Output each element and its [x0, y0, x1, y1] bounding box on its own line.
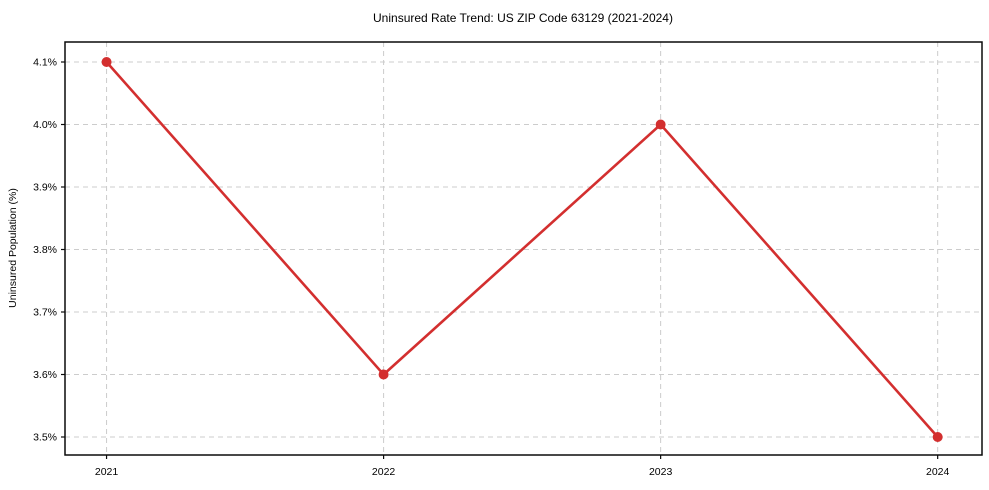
x-tick-labels: 2021 2022 2023 2024	[95, 466, 950, 478]
x-tick-label: 2023	[649, 466, 673, 478]
y-tick-label: 3.8%	[33, 244, 57, 256]
x-tick-label: 2024	[926, 466, 950, 478]
plot-area-border	[64, 41, 983, 456]
y-tick-label: 3.5%	[33, 432, 57, 444]
data-point-marker	[378, 369, 389, 380]
y-tick-label: 4.0%	[33, 119, 57, 131]
data-point-marker	[655, 119, 666, 130]
y-tick-labels: 3.5% 3.6% 3.7% 3.8% 3.9% 4.0% 4.1%	[33, 57, 57, 444]
y-tick-label: 4.1%	[33, 57, 57, 69]
trend-line	[105, 60, 939, 439]
y-axis-label: Uninsured Population (%)	[7, 188, 19, 308]
y-tick-label: 3.7%	[33, 307, 57, 319]
gridlines	[65, 42, 982, 455]
data-point-marker	[932, 432, 943, 442]
y-tick-label: 3.6%	[33, 369, 57, 381]
data-point-marker	[101, 57, 112, 67]
chart-title: Uninsured Rate Trend: US ZIP Code 63129 …	[373, 11, 673, 25]
y-tick-label: 3.9%	[33, 182, 57, 194]
x-tick-label: 2022	[372, 466, 396, 478]
axis-ticks	[61, 61, 939, 459]
x-tick-label: 2021	[95, 466, 119, 478]
data-series	[101, 57, 943, 442]
